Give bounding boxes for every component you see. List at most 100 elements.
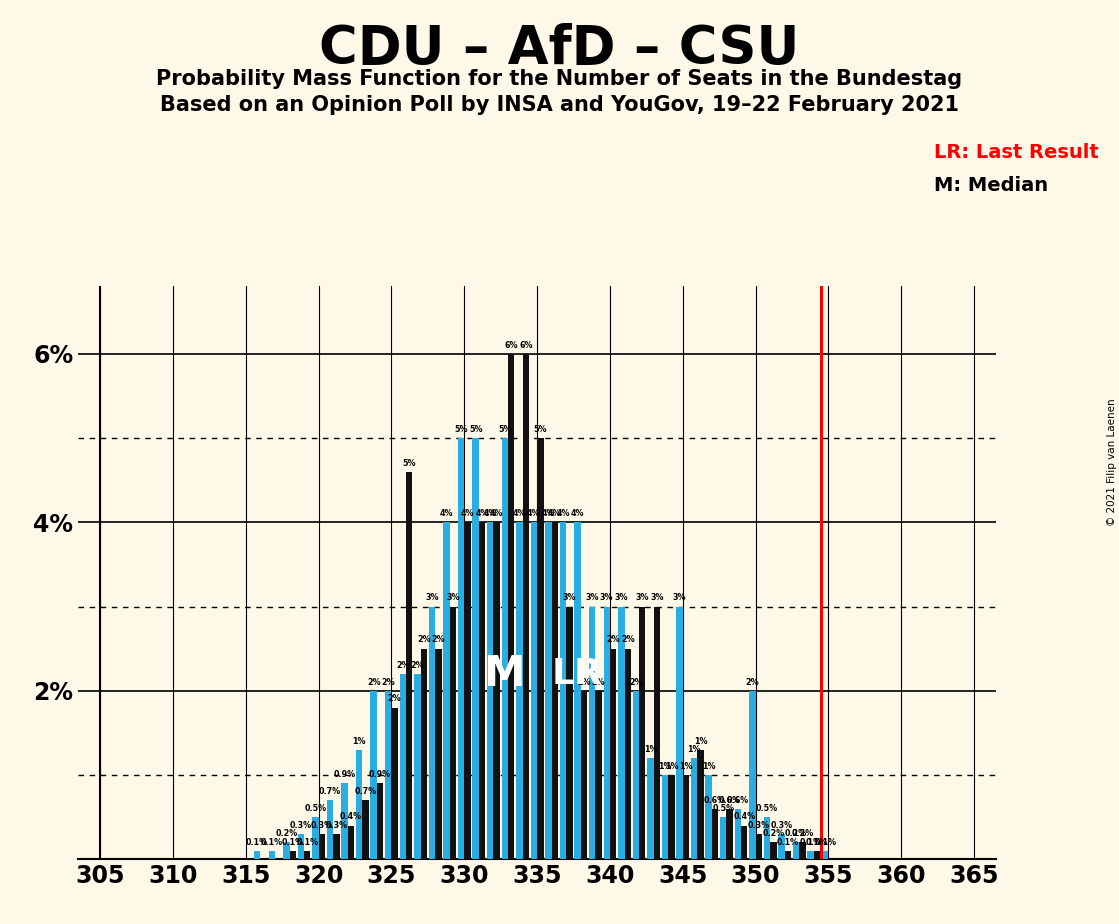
Bar xyxy=(269,851,275,859)
Bar xyxy=(370,691,377,859)
Text: 2%: 2% xyxy=(382,677,395,687)
Bar xyxy=(779,834,784,859)
Bar xyxy=(523,354,529,859)
Bar xyxy=(537,438,544,859)
Text: 3%: 3% xyxy=(600,593,613,602)
Bar xyxy=(443,522,450,859)
Text: 0.3%: 0.3% xyxy=(311,821,333,830)
Bar xyxy=(356,749,363,859)
Bar xyxy=(741,826,747,859)
Text: 1%: 1% xyxy=(665,762,678,771)
Text: 4%: 4% xyxy=(483,509,497,518)
Text: 2%: 2% xyxy=(621,636,634,645)
Text: 0.7%: 0.7% xyxy=(319,787,341,796)
Bar xyxy=(312,817,319,859)
Bar xyxy=(290,851,295,859)
Text: 0.5%: 0.5% xyxy=(712,804,734,813)
Bar xyxy=(501,438,508,859)
Text: 4%: 4% xyxy=(571,509,584,518)
Text: 4%: 4% xyxy=(476,509,489,518)
Bar xyxy=(799,843,806,859)
Text: 2%: 2% xyxy=(417,636,431,645)
Bar xyxy=(764,817,770,859)
Bar xyxy=(450,606,457,859)
Bar xyxy=(458,438,464,859)
Text: 0.4%: 0.4% xyxy=(340,812,363,821)
Bar xyxy=(414,674,421,859)
Text: 0.1%: 0.1% xyxy=(815,838,836,846)
Text: 2%: 2% xyxy=(592,677,605,687)
Bar xyxy=(750,691,755,859)
Text: 5%: 5% xyxy=(534,425,547,434)
Text: 2%: 2% xyxy=(629,677,642,687)
Text: Based on an Opinion Poll by INSA and YouGov, 19–22 February 2021: Based on an Opinion Poll by INSA and You… xyxy=(160,95,959,116)
Text: 4%: 4% xyxy=(542,509,555,518)
Text: 0.3%: 0.3% xyxy=(326,821,348,830)
Bar xyxy=(341,784,348,859)
Bar xyxy=(676,606,683,859)
Text: © 2021 Filip van Laenen: © 2021 Filip van Laenen xyxy=(1107,398,1117,526)
Bar xyxy=(377,784,384,859)
Text: 1%: 1% xyxy=(702,762,715,771)
Bar xyxy=(705,775,712,859)
Text: 0.5%: 0.5% xyxy=(304,804,327,813)
Text: 1%: 1% xyxy=(658,762,671,771)
Bar xyxy=(487,522,493,859)
Text: 2%: 2% xyxy=(388,695,402,703)
Text: 0.2%: 0.2% xyxy=(275,829,298,838)
Bar xyxy=(348,826,355,859)
Text: 0.9%: 0.9% xyxy=(333,771,356,779)
Bar xyxy=(720,817,726,859)
Bar xyxy=(363,800,369,859)
Text: 0.3%: 0.3% xyxy=(747,821,770,830)
Bar xyxy=(327,800,333,859)
Text: M: Median: M: Median xyxy=(934,176,1049,195)
Bar xyxy=(661,775,668,859)
Text: 4%: 4% xyxy=(461,509,474,518)
Text: 3%: 3% xyxy=(636,593,649,602)
Bar xyxy=(603,606,610,859)
Text: 6%: 6% xyxy=(519,341,533,349)
Bar xyxy=(793,843,799,859)
Bar xyxy=(647,759,653,859)
Text: 0.7%: 0.7% xyxy=(355,787,377,796)
Bar xyxy=(581,691,587,859)
Text: LR: LR xyxy=(552,657,603,691)
Bar xyxy=(683,775,689,859)
Bar xyxy=(632,691,639,859)
Bar xyxy=(333,834,340,859)
Bar xyxy=(516,522,523,859)
Bar xyxy=(385,691,392,859)
Text: 0.3%: 0.3% xyxy=(290,821,312,830)
Text: 2%: 2% xyxy=(367,677,380,687)
Text: 3%: 3% xyxy=(650,593,664,602)
Bar xyxy=(822,851,828,859)
Bar xyxy=(814,851,820,859)
Bar xyxy=(298,834,304,859)
Bar xyxy=(392,708,398,859)
Bar xyxy=(508,354,515,859)
Text: 3%: 3% xyxy=(446,593,460,602)
Bar xyxy=(283,843,290,859)
Bar xyxy=(755,834,762,859)
Bar xyxy=(472,438,479,859)
Bar xyxy=(808,851,814,859)
Text: 2%: 2% xyxy=(606,636,620,645)
Text: 5%: 5% xyxy=(454,425,468,434)
Text: 5%: 5% xyxy=(403,458,416,468)
Text: 0.6%: 0.6% xyxy=(718,796,741,805)
Bar xyxy=(668,775,675,859)
Bar xyxy=(610,649,617,859)
Text: 2%: 2% xyxy=(396,661,410,670)
Text: 2%: 2% xyxy=(577,677,591,687)
Bar xyxy=(770,843,777,859)
Text: 0.1%: 0.1% xyxy=(806,838,828,846)
Bar xyxy=(493,522,500,859)
Bar xyxy=(421,649,427,859)
Text: 3%: 3% xyxy=(614,593,628,602)
Text: 5%: 5% xyxy=(469,425,482,434)
Bar xyxy=(545,522,552,859)
Text: 4%: 4% xyxy=(490,509,504,518)
Bar xyxy=(726,808,733,859)
Text: M: M xyxy=(483,653,525,695)
